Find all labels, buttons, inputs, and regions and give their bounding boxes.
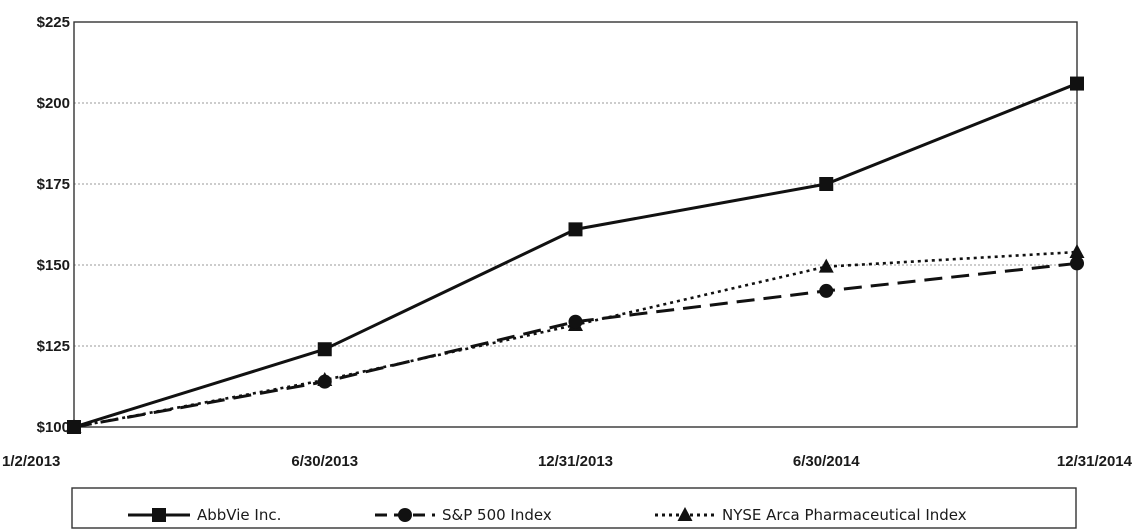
y-tick-label: $175 [37,176,70,193]
x-tick-label: 12/31/2013 [538,453,613,470]
circle-marker [317,374,332,389]
legend-label: NYSE Arca Pharmaceutical Index [722,506,967,524]
y-tick-label: $225 [37,14,70,31]
y-tick-label: $100 [37,419,70,436]
gridlines [74,102,1077,347]
plot-area-border [73,21,1078,428]
square-marker [819,177,834,191]
x-tick-label: 1/2/2013 [2,453,60,470]
series-circle [67,256,1084,434]
series-square [67,76,1084,434]
legend-triangle-marker [677,507,693,521]
x-tick-label: 6/30/2014 [793,453,860,470]
series-lines [66,76,1085,434]
y-axis-ticks: $100 $125 $150 $175 $200 $225 [37,14,70,436]
square-marker [1070,76,1084,91]
legend-label: S&P 500 Index [442,506,552,524]
square-marker [568,222,583,237]
legend-square-marker [152,508,166,522]
triangle-marker [1069,244,1085,259]
circle-marker [819,283,834,298]
square-marker [67,420,81,434]
legend-circle-marker [398,508,412,522]
triangle-marker [818,258,834,273]
legend-label: AbbVie Inc. [197,506,281,524]
x-tick-label: 6/30/2013 [291,453,358,470]
y-tick-label: $125 [37,338,70,355]
circle-marker [1070,256,1084,271]
legend-box [71,487,1077,529]
legend: AbbVie Inc. S&P 500 Index NYSE Arca Pharma… [71,487,1077,529]
square-marker [317,342,332,357]
y-tick-label: $150 [37,257,70,274]
circle-marker [568,314,583,329]
y-tick-label: $200 [37,95,70,112]
series-triangle [66,244,1085,433]
series-line [73,261,1078,429]
x-tick-label: 12/31/2014 [1057,453,1133,470]
series-line [73,82,1078,429]
x-axis-ticks: 1/2/2013 6/30/2013 12/31/2013 6/30/2014 12/3… [2,453,1133,470]
